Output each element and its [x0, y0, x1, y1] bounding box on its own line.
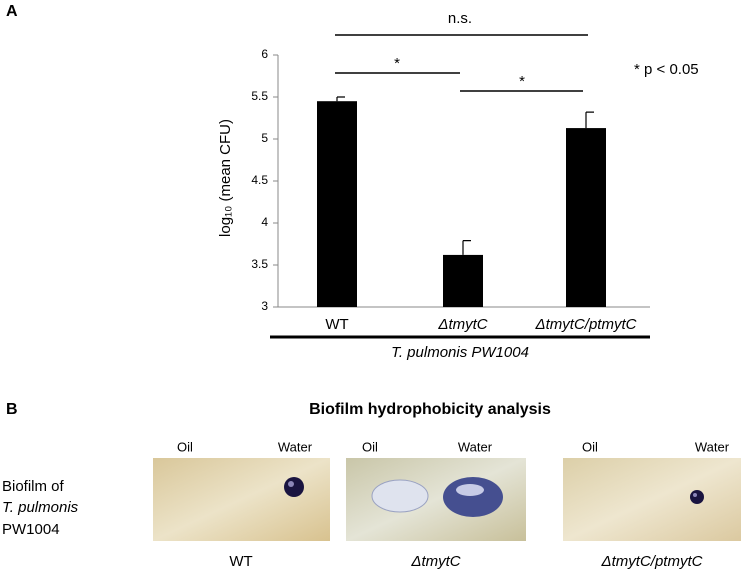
y-tick-label: 3	[261, 299, 268, 313]
error-bar	[585, 111, 594, 129]
error-bar	[462, 240, 471, 255]
y-tick-label: 3.5	[251, 257, 268, 271]
panel-title: Biofilm hydrophobicity analysis	[309, 401, 551, 418]
water-label: Water	[278, 439, 313, 454]
error-bar	[336, 96, 345, 102]
photo-caption: WT	[229, 553, 252, 570]
bar	[317, 101, 357, 307]
y-axis-label: log₁₀ (mean CFU)	[217, 119, 234, 237]
oil-label: Oil	[177, 439, 193, 454]
x-tick-label: ΔtmytC	[437, 316, 487, 333]
photo	[346, 458, 526, 541]
water-label: Water	[695, 439, 730, 454]
annotation: n.s.	[448, 10, 472, 27]
annotation: *	[519, 73, 525, 90]
row-label: PW1004	[2, 521, 60, 538]
photo	[153, 458, 330, 541]
y-tick-label: 5.5	[251, 89, 268, 103]
photo-caption: ΔtmytC	[410, 553, 460, 570]
water-label: Water	[458, 439, 493, 454]
group-label: T. pulmonis PW1004	[391, 344, 529, 361]
annotation: * p < 0.05	[634, 61, 699, 78]
bar	[566, 128, 606, 307]
row-label: T. pulmonis	[2, 499, 79, 516]
oil-label: Oil	[582, 439, 598, 454]
y-tick-label: 6	[261, 47, 268, 61]
y-tick-label: 4.5	[251, 173, 268, 187]
y-tick-label: 4	[261, 215, 268, 229]
row-label: Biofilm of	[2, 478, 65, 495]
bar	[443, 254, 483, 307]
annotation: *	[394, 55, 400, 72]
x-tick-label: WT	[325, 316, 348, 333]
oil-label: Oil	[362, 439, 378, 454]
y-tick-label: 5	[261, 131, 268, 145]
brackets	[270, 34, 650, 339]
x-tick-label: ΔtmytC/ptmytC	[535, 316, 637, 333]
photo-caption: ΔtmytC/ptmytC	[601, 553, 703, 570]
panel-label: A	[6, 3, 18, 20]
photo	[563, 458, 741, 541]
panel-label: B	[6, 401, 18, 418]
